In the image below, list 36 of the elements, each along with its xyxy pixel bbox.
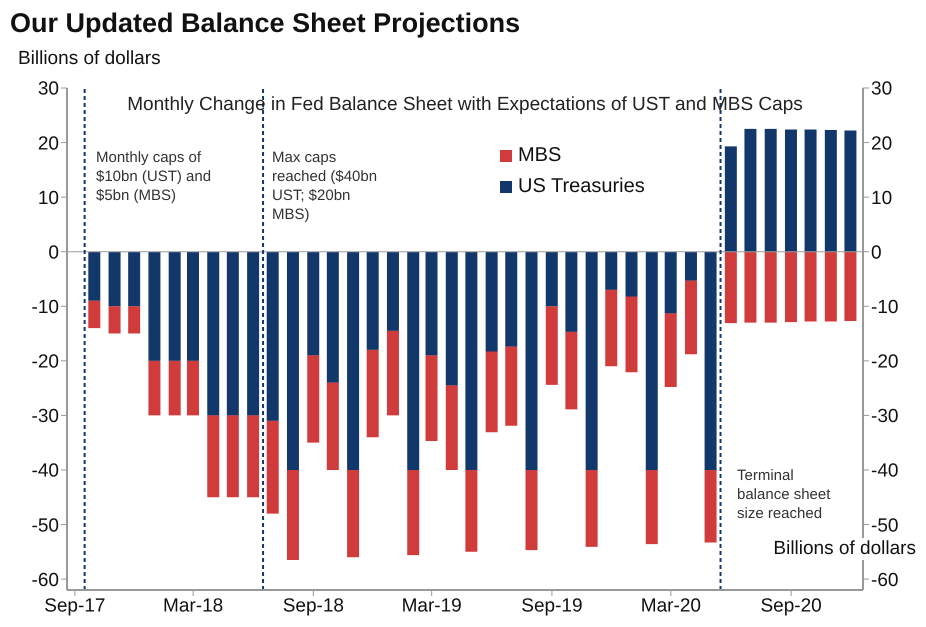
y2-tick-label: -60 <box>871 570 898 591</box>
annotation: Terminal balance sheet size reached <box>737 466 832 523</box>
legend-label: MBS <box>518 144 562 167</box>
x-tick-label: Mar-20 <box>640 595 701 616</box>
y-tick-label: -10 <box>32 297 59 318</box>
annotation: Max caps reached ($40bn UST; $20bn MBS) <box>272 148 378 224</box>
y2-tick-label: -10 <box>871 297 898 318</box>
y2-tick-label: 10 <box>871 188 892 209</box>
x-tick-label: Mar-19 <box>402 595 462 616</box>
y2-tick-label: 0 <box>871 242 882 264</box>
y2-axis-title: Billions of dollars <box>771 538 918 560</box>
x-tick-label: Sep-18 <box>282 595 344 616</box>
y2-tick-label: 20 <box>871 133 892 154</box>
x-tick-label: Mar-18 <box>163 595 224 616</box>
y-tick-label: 10 <box>38 188 59 209</box>
y-tick-label: -60 <box>32 570 59 591</box>
x-tick-label: Sep-19 <box>521 595 583 616</box>
x-tick-label: Sep-17 <box>44 595 106 616</box>
y-tick-label: 30 <box>38 78 59 100</box>
y2-tick-label: -20 <box>871 352 898 373</box>
legend-label: US Treasuries <box>518 175 645 198</box>
y2-tick-label: -40 <box>871 460 898 482</box>
y2-tick-label: -30 <box>871 406 898 428</box>
y-tick-label: 20 <box>38 133 59 154</box>
x-tick-label: Sep-20 <box>760 595 822 616</box>
chart-title: Our Updated Balance Sheet Projections <box>10 8 520 39</box>
y2-tick-label: 30 <box>871 78 892 100</box>
y2-tick-label: -50 <box>871 515 898 536</box>
annotation: Monthly caps of $10bn (UST) and $5bn (MBS) <box>96 148 212 205</box>
y-tick-label: -50 <box>32 515 59 536</box>
y-tick-label: -20 <box>32 352 59 373</box>
y-axis-title: Billions of dollars <box>18 48 161 70</box>
y-tick-label: -40 <box>32 460 59 482</box>
y-tick-label: 0 <box>48 242 59 264</box>
y-tick-label: -30 <box>32 406 59 428</box>
chart-subtitle: Monthly Change in Fed Balance Sheet with Expectations of UST and MBS Caps <box>126 93 804 116</box>
